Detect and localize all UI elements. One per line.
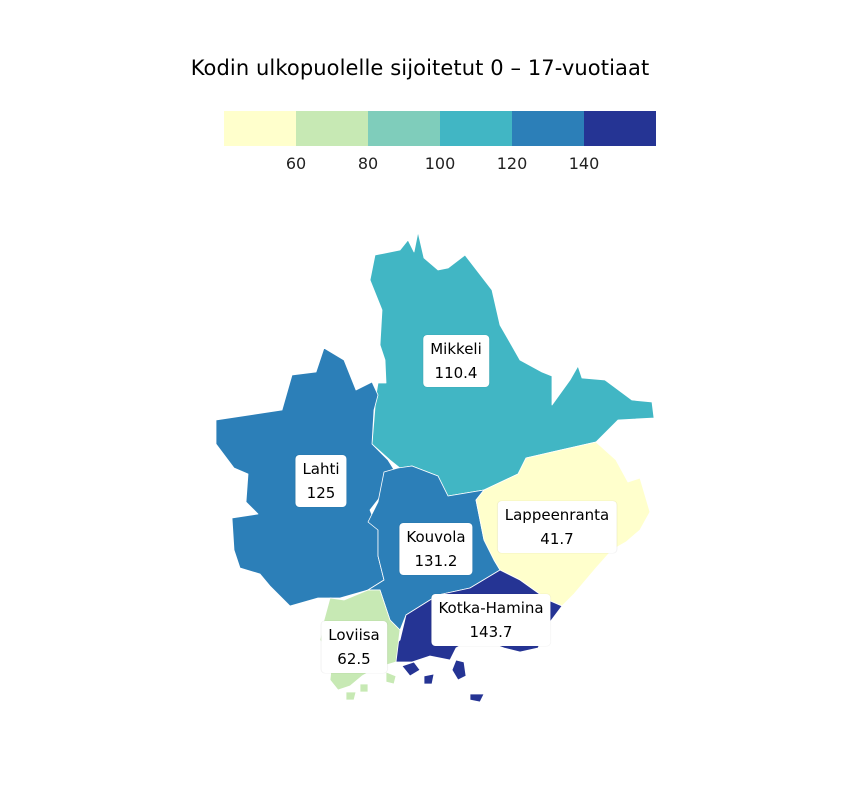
map-title: Kodin ulkopuolelle sijoitetut 0 – 17-vuo… xyxy=(190,56,650,80)
color-legend xyxy=(224,111,656,146)
region-name: Kotka-Hamina xyxy=(438,599,544,617)
region-value: 110.4 xyxy=(434,364,478,382)
region-loviisa-island xyxy=(345,691,357,701)
legend-swatch-6 xyxy=(584,111,656,146)
label-kotka-hamina: Kotka-Hamina 143.7 xyxy=(431,594,551,646)
legend-swatch-2 xyxy=(296,111,368,146)
region-name: Lappeenranta xyxy=(504,506,610,524)
label-mikkeli: Mikkeli 110.4 xyxy=(423,335,489,387)
legend-swatch-5 xyxy=(512,111,584,146)
legend-tick: 120 xyxy=(496,154,528,173)
region-kotka-hamina-island xyxy=(451,659,467,681)
region-name: Mikkeli xyxy=(430,340,482,358)
region-loviisa-island xyxy=(359,683,369,693)
region-value: 41.7 xyxy=(540,530,574,548)
legend-swatch-3 xyxy=(368,111,440,146)
region-name: Loviisa xyxy=(328,626,380,644)
region-value: 131.2 xyxy=(414,552,458,570)
legend-tick: 100 xyxy=(424,154,456,173)
region-mikkeli[interactable] xyxy=(369,231,655,497)
legend-tick: 60 xyxy=(285,154,307,173)
label-kouvola: Kouvola 131.2 xyxy=(399,523,473,575)
region-name: Kouvola xyxy=(406,528,466,546)
label-lappeenranta: Lappeenranta 41.7 xyxy=(497,501,617,553)
label-loviisa: Loviisa 62.5 xyxy=(321,621,387,673)
region-name: Lahti xyxy=(302,460,340,478)
region-kotka-hamina-island xyxy=(469,693,485,703)
legend-tick: 80 xyxy=(357,154,379,173)
legend-swatch-1 xyxy=(224,111,296,146)
legend-swatch-4 xyxy=(440,111,512,146)
region-loviisa-island xyxy=(385,671,397,685)
legend-tick: 140 xyxy=(568,154,600,173)
region-value: 143.7 xyxy=(469,623,513,641)
region-value: 62.5 xyxy=(337,650,371,668)
region-value: 125 xyxy=(306,484,336,502)
label-lahti: Lahti 125 xyxy=(295,455,347,507)
region-kotka-hamina-island xyxy=(423,673,435,685)
region-kotka-hamina-island xyxy=(401,661,421,677)
